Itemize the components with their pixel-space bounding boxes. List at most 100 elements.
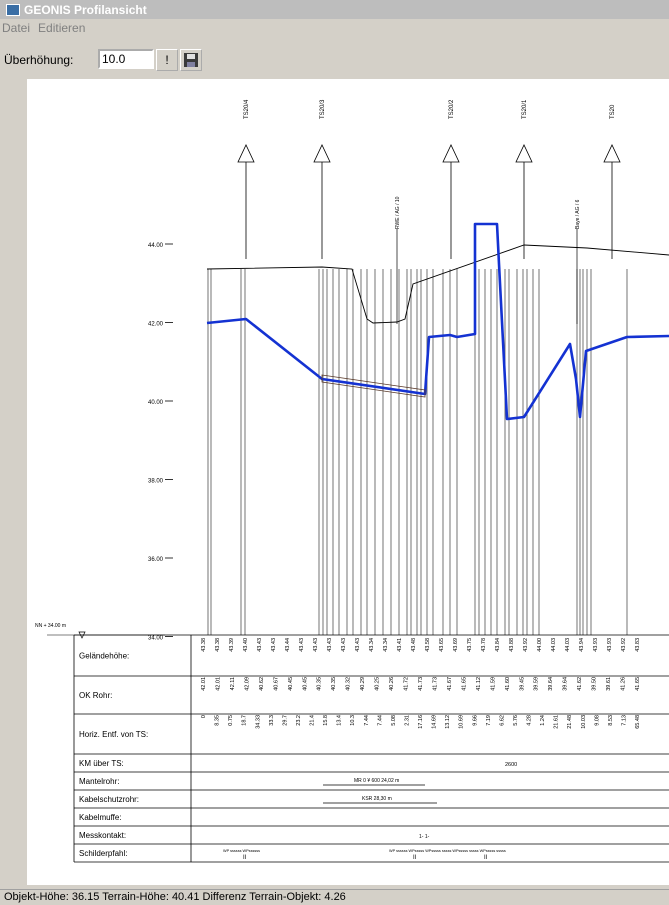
horiz-value: 10.69 [459,715,465,729]
gelaende-value: 43.93 [593,638,599,652]
reference-label: Baye / AG / 6 [575,199,581,229]
apply-button[interactable]: ! [156,49,178,71]
ok-rohr-value: 39.64 [548,677,554,691]
structure-arrow-icon [237,144,255,163]
ok-rohr-value: 40.45 [288,677,294,691]
table-row-label: Messkontakt: [79,831,126,840]
ok-rohr-value: 39.64 [563,677,569,691]
schilder-mark: II [413,855,417,861]
gelaende-value: 43.58 [425,638,431,652]
gelaende-value: 44.03 [551,638,557,652]
horiz-value: 9.08 [594,715,600,726]
y-tick-label: 36.00 [148,557,164,563]
ok-rohr-value: 41.67 [447,677,453,691]
ok-rohr-value: 40.26 [389,677,395,691]
structure-arrow-icon [442,144,460,163]
horiz-value: 34.33 [255,715,261,729]
profile-canvas[interactable]: 44.00 42.00 40.00 38.00 36.00 34.00 NN + 34.00… [27,79,669,885]
horiz-value: 6.62 [499,715,505,726]
horiz-value: 18.7 [242,715,248,726]
ok-rohr-value: 41.73 [432,677,438,691]
ok-rohr-value: 41.65 [635,677,641,691]
schilder-mark: II [243,855,247,861]
exaggeration-input[interactable] [98,49,154,69]
gelaende-value: 43.92 [621,638,627,652]
gelaende-value: 44.03 [565,638,571,652]
gelaende-value: 43.78 [481,638,487,652]
table-row-label: Schilderpfahl: [79,849,127,858]
title-bar: GEONIS Profilansicht [0,0,669,19]
gelaende-value: 43.43 [299,638,305,652]
gelaende-value: 43.34 [369,638,375,652]
gelaende-value: 44.00 [537,638,543,652]
horiz-value: 4.28 [527,715,533,726]
ok-rohr-value: 41.59 [490,677,496,691]
ok-rohr-value: 41.73 [418,677,424,691]
horiz-value: 2.31 [404,715,410,726]
horiz-value: 7.44 [364,715,370,726]
menu-datei[interactable]: Datei [2,21,31,35]
horiz-value: 13.4 [337,715,343,726]
horiz-value: 0.75 [228,715,234,726]
app-icon [6,3,20,16]
horiz-value: 7.19 [486,715,492,726]
horiz-value: 8.35 [215,715,221,726]
gelaende-value: 43.84 [495,638,501,652]
structure-arrow-icon [603,144,621,163]
gelaende-value: 43.41 [397,638,403,652]
horiz-value: 21.48 [567,715,573,729]
mantelrohr-label: MR 0 ¥ 600 24,02 m [354,778,399,784]
datum-label: NN + 34.00 m [35,623,66,629]
horiz-value: 29.7 [282,715,288,726]
casing-pipe [321,374,426,398]
y-tick-label: 40.00 [148,400,164,406]
horiz-value: 8.53 [608,715,614,726]
horiz-value: 33.3 [269,715,275,726]
horiz-value: 21.61 [554,715,560,729]
exaggeration-label: Überhöhung: [4,53,74,67]
schilder-text: WP ssssss WPssssss [223,849,260,853]
horiz-value: 0 [201,715,207,718]
toolbar: Überhöhung: ! [0,44,669,74]
ok-rohr-value: 39.45 [519,677,525,691]
ok-rohr-value: 40.25 [375,677,381,691]
structure-label: TS20/1 [522,99,528,119]
y-tick-label: 42.00 [148,322,164,328]
reference-label: RWE / AG / 10 [395,196,401,229]
gelaende-value: 43.43 [341,638,347,652]
save-button[interactable] [180,49,202,71]
gelaende-value: 43.93 [607,638,613,652]
ok-rohr-value: 42.11 [230,677,236,690]
horiz-value: 23.2 [296,715,302,726]
table-row-label: Geländehöhe: [79,652,129,661]
gelaende-value: 43.40 [243,638,249,652]
window-title: GEONIS Profilansicht [24,2,147,17]
structure-label: TS20/3 [320,99,326,119]
gelaende-value: 43.43 [257,638,263,652]
messkontakt-value: 1- 1- [419,834,430,840]
save-icon [184,53,198,67]
gelaende-value: 43.43 [271,638,277,652]
ok-rohr-value: 41.60 [505,677,511,691]
horiz-value: 5.76 [513,715,519,726]
ok-rohr-value: 41.26 [621,677,627,691]
terrain-line [206,244,669,324]
gelaende-value: 43.43 [355,638,361,652]
schilder-mark: II [484,855,488,861]
table-row-label: Kabelmuffe: [79,813,122,822]
status-text: Objekt-Höhe: 36.15 Terrain-Höhe: 40.41 D… [4,891,346,903]
menu-editieren[interactable]: Editieren [38,21,86,35]
ok-rohr-value: 41.62 [577,677,583,691]
ok-rohr-value: 40.62 [259,677,265,691]
gelaende-value: 43.34 [383,638,389,652]
gelaende-value: 43.69 [453,638,459,652]
gelaende-value: 43.75 [467,638,473,652]
gelaende-value: 43.48 [411,638,417,652]
horiz-value: 21.4 [310,715,316,726]
ok-rohr-value: 40.67 [273,677,279,691]
horiz-value: 5.08 [391,715,397,726]
ok-rohr-value: 41.12 [476,677,482,691]
structure-label: TS20/4 [244,99,250,119]
ok-rohr-value: 40.35 [331,677,337,691]
gelaende-value: 43.43 [327,638,333,652]
